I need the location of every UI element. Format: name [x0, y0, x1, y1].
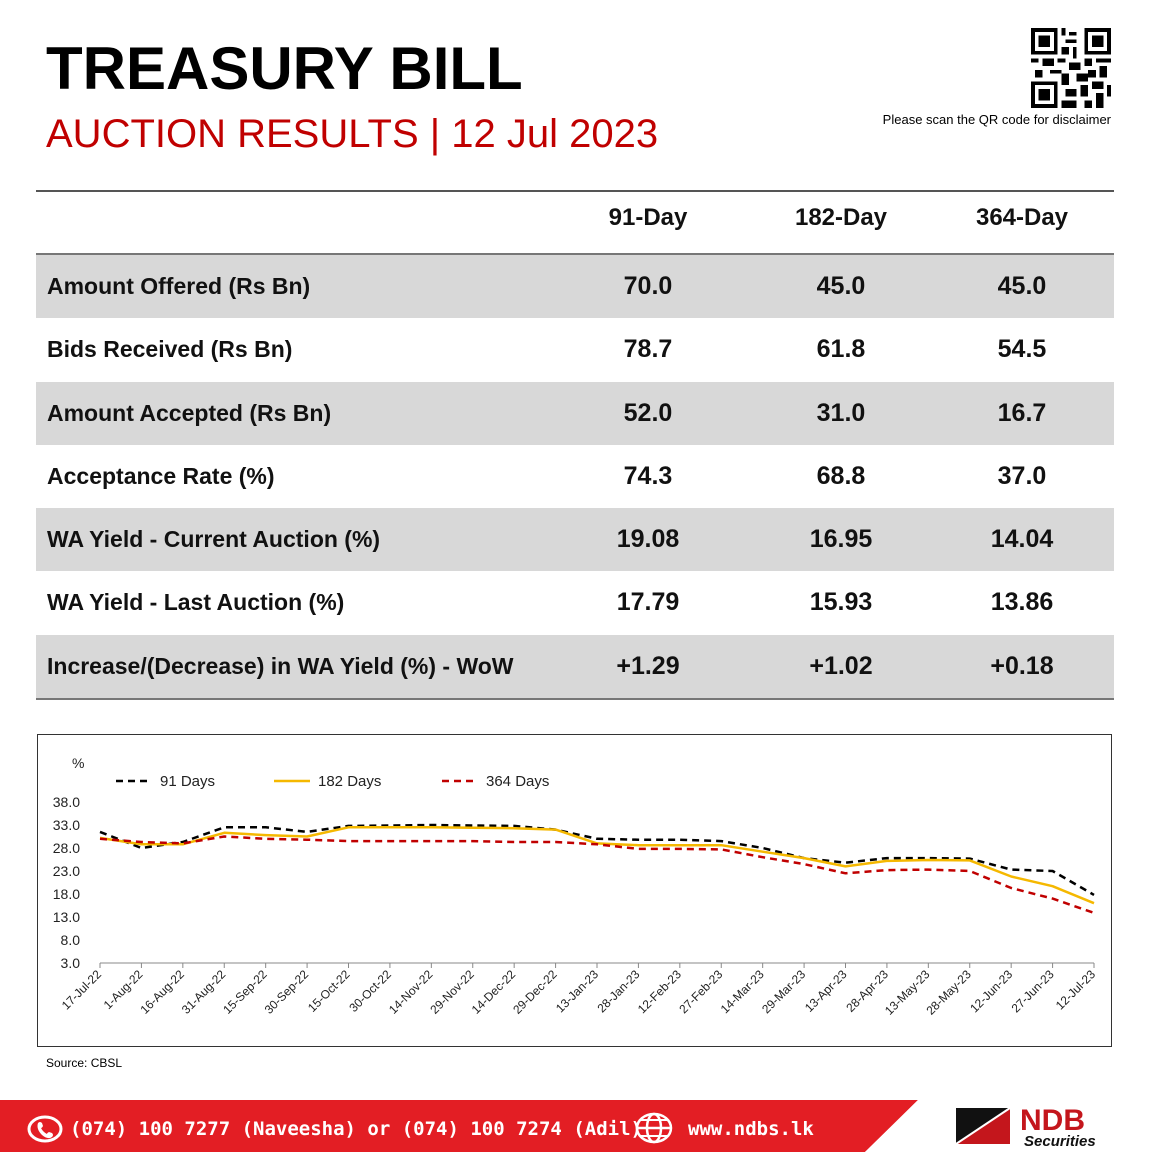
y-tick-label: 33.0 [53, 817, 80, 833]
table-cell: 52.0 [623, 398, 673, 427]
table-cell: 15.93 [809, 588, 873, 617]
table-row: WA Yield - Last Auction (%) 17.79 15.93 … [36, 571, 1114, 634]
table-cell: 31.0 [816, 398, 866, 427]
x-tick-label: 30-Sep-22 [262, 967, 312, 1017]
x-tick-label: 14-Dec-22 [469, 967, 519, 1017]
x-tick-label: 12-Jun-23 [967, 967, 1015, 1015]
row-label: Amount Offered (Rs Bn) [47, 273, 311, 299]
table-cell: 37.0 [997, 461, 1047, 490]
phone-icon [27, 1115, 63, 1143]
table-cell: +1.29 [616, 651, 680, 680]
table-header: 91-Day 182-Day 364-Day [36, 192, 1114, 255]
x-tick-label: 15-Oct-22 [305, 967, 353, 1015]
yield-chart-svg: % 38.0 33.0 28.0 23.0 18.0 13.0 8.0 3.017-Jul-22… [53, 755, 1099, 1018]
auction-results-table: 91-Day 182-Day 364-Day Amount Offered (R… [36, 190, 1114, 701]
x-tick-label: 15-Sep-22 [220, 967, 270, 1017]
table-cell: 19.08 [616, 525, 680, 554]
row-label: Bids Received (Rs Bn) [47, 336, 293, 363]
table-cell: 54.5 [997, 335, 1047, 364]
table-row: Acceptance Rate (%) 74.3 68.8 37.0 [36, 445, 1114, 508]
x-tick-label: 27-Jun-23 [1009, 967, 1057, 1015]
table-cell: 74.3 [623, 461, 673, 490]
legend-label: 364 Days [486, 773, 549, 790]
table-cell: 14.04 [990, 525, 1054, 554]
yield-trend-chart: % 38.0 33.0 28.0 23.0 18.0 13.0 8.0 3.0 17-Jul-22… [37, 734, 1112, 1047]
x-tick-label: 12-Jul-23 [1053, 967, 1099, 1013]
table-cell: 16.95 [809, 525, 873, 554]
qr-disclaimer-note: Please scan the QR code for disclaimer [882, 112, 1111, 127]
y-tick-label: 13.0 [53, 909, 80, 925]
x-tick-label: 13-Apr-23 [802, 967, 850, 1015]
x-tick-label: 28-May-23 [923, 967, 974, 1018]
column-header-91-day: 91-Day [608, 204, 688, 231]
row-label: Acceptance Rate (%) [47, 462, 275, 489]
y-tick-label: 38.0 [53, 794, 80, 810]
x-tick-label: 29-Mar-23 [759, 967, 808, 1016]
series-line-364-days [99, 835, 1095, 915]
x-tick-label: 16-Aug-22 [137, 967, 187, 1017]
ndb-logo-text: NDB [1020, 1104, 1085, 1137]
qr-code-icon[interactable] [1031, 28, 1111, 108]
legend-label: 91 Days [160, 773, 215, 790]
y-tick-label: 28.0 [53, 840, 80, 856]
table-cell: 68.8 [816, 461, 866, 490]
x-tick-label: 12-Feb-23 [635, 967, 684, 1016]
table-cell: 13.86 [990, 588, 1054, 617]
chart-source-note: Source: CBSL [46, 1056, 123, 1070]
y-tick-label: 8.0 [61, 932, 81, 948]
page-subtitle: AUCTION RESULTS | 12 Jul 2023 [46, 112, 659, 156]
x-tick-label: 31-Aug-22 [179, 967, 229, 1017]
row-label: Amount Accepted (Rs Bn) [47, 399, 332, 426]
x-tick-label: 14-Nov-22 [386, 967, 436, 1017]
table-row: WA Yield - Current Auction (%) 19.08 16.… [36, 508, 1114, 572]
table-cell: +1.02 [809, 651, 873, 680]
globe-icon [635, 1112, 673, 1144]
x-tick-label: 27-Feb-23 [676, 967, 725, 1016]
footer-bar [0, 1100, 1152, 1152]
table-cell: +0.18 [990, 651, 1054, 680]
table-cell: 70.0 [623, 272, 673, 300]
x-tick-label: 17-Jul-22 [59, 967, 105, 1013]
x-tick-label: 14-Mar-23 [718, 967, 767, 1016]
y-axis-label: % [72, 755, 84, 771]
table-row: Bids Received (Rs Bn) 78.7 61.8 54.5 [36, 318, 1114, 381]
x-tick-label: 13-Jan-23 [553, 967, 601, 1015]
legend-label: 182 Days [318, 773, 381, 790]
table-row: Amount Accepted (Rs Bn) 52.0 31.0 16.7 [36, 381, 1114, 445]
x-tick-label: 29-Nov-22 [427, 967, 477, 1017]
table-cell: 16.7 [997, 398, 1047, 427]
y-tick-label: 18.0 [53, 886, 80, 902]
page-title: TREASURY BILL [46, 35, 523, 102]
table-cell: 61.8 [816, 335, 866, 364]
column-header-364-day: 364-Day [975, 204, 1069, 231]
table-cell: 78.7 [623, 335, 673, 364]
row-label: Increase/(Decrease) in WA Yield (%) - Wo… [47, 652, 514, 679]
row-label: WA Yield - Last Auction (%) [47, 589, 345, 616]
row-label: WA Yield - Current Auction (%) [47, 526, 381, 553]
y-tick-label: 3.0 [61, 955, 81, 971]
footer-background [0, 1100, 1152, 1152]
footer-phone-numbers[interactable]: (074) 100 7277 (Naveesha) or (074) 100 7… [70, 1118, 642, 1140]
table-cell: 45.0 [816, 272, 866, 300]
y-tick-label: 23.0 [53, 863, 80, 879]
column-header-182-day: 182-Day [794, 204, 888, 231]
footer-website-link[interactable]: www.ndbs.lk [688, 1118, 814, 1140]
ndb-logo-subtext: Securities [1024, 1133, 1096, 1150]
table-cell: 17.79 [616, 588, 680, 617]
series-line-91-days [99, 823, 1095, 896]
table-row: Increase/(Decrease) in WA Yield (%) - Wo… [36, 634, 1114, 699]
x-tick-label: 29-Dec-22 [510, 967, 560, 1017]
table-row: Amount Offered (Rs Bn) 70.0 45.0 45.0 [36, 255, 1114, 319]
table-cell: 45.0 [997, 272, 1047, 300]
